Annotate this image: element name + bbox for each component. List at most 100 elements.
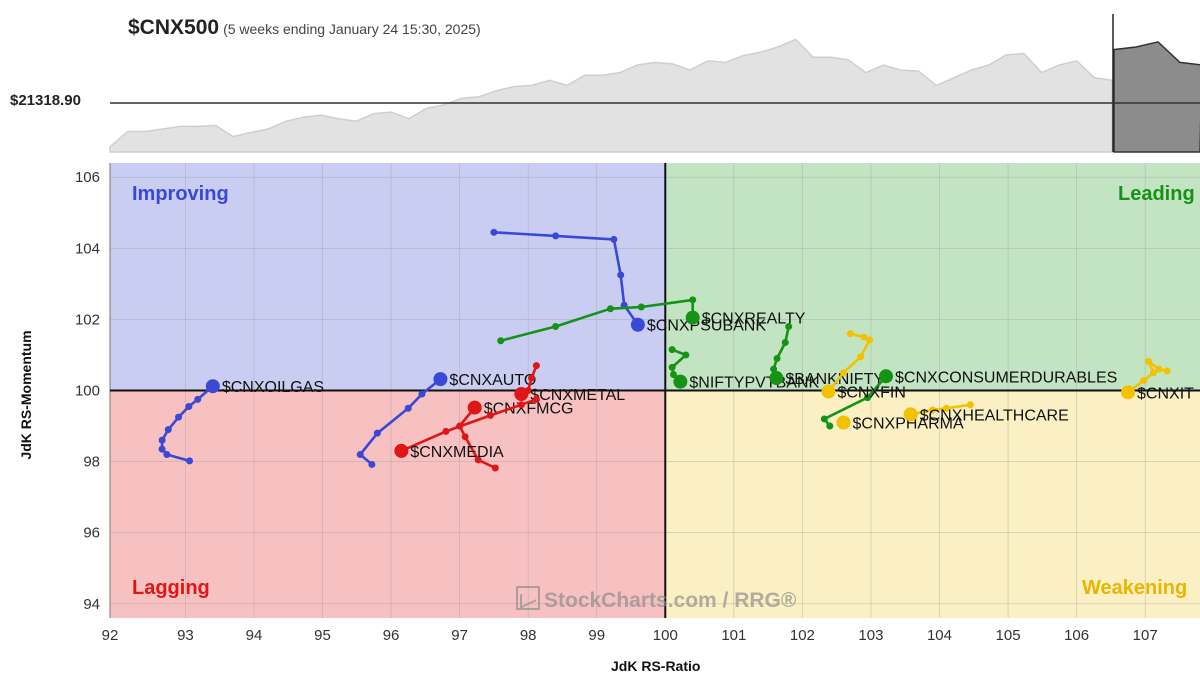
- series-head-point: [1121, 385, 1136, 400]
- quadrant-label-weakening: Weakening: [1082, 577, 1188, 599]
- series-label: $CNXFIN: [837, 385, 905, 402]
- series-cnxit: $CNXIT: [1121, 357, 1194, 402]
- series-point: [668, 363, 676, 371]
- y-axis-title: JdK RS-Momentum: [18, 330, 34, 460]
- series-head-point: [514, 387, 529, 402]
- x-tick-label: 100: [653, 627, 678, 644]
- series-point: [528, 374, 536, 382]
- series-point: [1140, 377, 1148, 385]
- series-point: [175, 413, 183, 421]
- series-banknifty: $BANKNIFTY: [769, 323, 884, 388]
- quadrant-improving: [110, 163, 666, 391]
- series-point: [929, 406, 937, 414]
- series-head-point: [630, 317, 645, 332]
- series-label: $CNXAUTO: [449, 372, 536, 389]
- series-head-point: [769, 371, 784, 386]
- y-tick-label: 102: [75, 311, 100, 328]
- series-point: [368, 460, 376, 468]
- series-point: [163, 450, 171, 458]
- chart-subtitle: (5 weeks ending January 24 15:30, 2025): [223, 21, 481, 37]
- quadrant-leading: [665, 163, 1200, 391]
- series-point: [866, 336, 874, 344]
- x-tick-label: 96: [383, 627, 400, 644]
- series-head-point: [394, 443, 409, 458]
- series-label: $CNXCONSUMERDURABLES: [895, 369, 1117, 386]
- series-point: [1145, 357, 1153, 365]
- series-label: $CNXFMCG: [484, 401, 574, 418]
- y-tick-label: 94: [83, 596, 100, 613]
- series-cnxmedia: $CNXMEDIA: [394, 395, 540, 461]
- series-head-point: [205, 379, 220, 394]
- x-tick-label: 103: [858, 627, 883, 644]
- series-point: [532, 362, 540, 370]
- watermark-text: StockCharts.com / RRG®: [544, 589, 797, 612]
- tick-labels: 93 94 95 96 97 98 99 100 101 102 103 104 105 106 107 92…: [75, 169, 1158, 644]
- x-tick-label: 99: [588, 627, 605, 644]
- series-label: $CNXHEALTHCARE: [920, 407, 1069, 424]
- series-niftypvtbank: $NIFTYPVTBANK: [668, 346, 819, 392]
- series-point: [1149, 369, 1157, 377]
- series-point: [442, 427, 450, 435]
- series-point: [840, 369, 848, 377]
- series-head-point: [433, 372, 448, 387]
- series-point: [942, 404, 950, 412]
- price-area: [109, 38, 1113, 153]
- price-panel: [109, 14, 1200, 153]
- stockcharts-watermark: StockCharts.com / RRG®: [516, 586, 796, 613]
- series-point: [606, 305, 614, 313]
- series-point: [186, 457, 194, 465]
- x-axis-title: JdK RS-Ratio: [611, 658, 701, 674]
- series-point: [164, 426, 172, 434]
- series-point: [770, 365, 778, 373]
- series-point: [491, 464, 499, 472]
- quadrant-lagging: [110, 390, 666, 618]
- series-point: [418, 390, 426, 398]
- series-tail-line: [822, 374, 888, 428]
- series-point: [486, 411, 494, 419]
- series-point: [670, 371, 678, 379]
- series-point: [781, 339, 789, 347]
- quadrant-label-leading: Leading: [1118, 183, 1195, 205]
- series-cnxpharma: $CNXPHARMA: [836, 415, 964, 432]
- price-area-current: [1113, 41, 1200, 153]
- series-head-point: [903, 407, 918, 422]
- series-label: $CNXREALTY: [702, 311, 806, 328]
- series-point: [826, 422, 834, 430]
- y-tick-label: 106: [75, 169, 100, 186]
- series-point: [682, 351, 690, 359]
- series-point: [497, 337, 505, 345]
- series-cnxhealthcare: $CNXHEALTHCARE: [903, 401, 1069, 424]
- series-point: [785, 323, 793, 331]
- gridlines: [109, 163, 1200, 618]
- y-tick-label: 98: [83, 454, 100, 471]
- series-head-point: [821, 384, 836, 399]
- series-point: [158, 436, 166, 444]
- series-point: [474, 456, 482, 464]
- series-point: [820, 415, 828, 423]
- series-point: [864, 394, 872, 402]
- series-cnxfin: $CNXFIN: [821, 330, 906, 402]
- series-point: [185, 402, 193, 410]
- series-point: [860, 333, 868, 341]
- y-tick-label: 96: [83, 525, 100, 542]
- series-label: $NIFTYPVTBANK: [689, 375, 819, 392]
- series-label: $CNXPSUBANK: [647, 318, 766, 335]
- series-trails: $CNXOILGAS $CNXPSUBANK $CNXAUTO $CNXREALTY $…: [158, 228, 1194, 472]
- series-head-point: [836, 415, 851, 430]
- quadrant-weakening: [665, 390, 1200, 618]
- y-tick-label: 104: [75, 240, 100, 257]
- x-tick-label: 102: [790, 627, 815, 644]
- series-label: $CNXMETAL: [530, 387, 625, 404]
- quadrant-backgrounds: [110, 163, 1200, 618]
- price-reference-label: $21318.90: [10, 92, 81, 109]
- y-tick-label: 100: [75, 383, 100, 400]
- series-point: [668, 346, 676, 354]
- series-point: [637, 303, 645, 311]
- series-point: [461, 433, 469, 441]
- series-label: $CNXIT: [1137, 385, 1194, 402]
- series-cnxrealty: $CNXREALTY: [497, 296, 806, 345]
- series-head-point: [673, 374, 688, 389]
- series-label: $BANKNIFTY: [785, 371, 884, 388]
- series-cnxconsumerdurables: $CNXCONSUMERDURABLES: [820, 369, 1117, 430]
